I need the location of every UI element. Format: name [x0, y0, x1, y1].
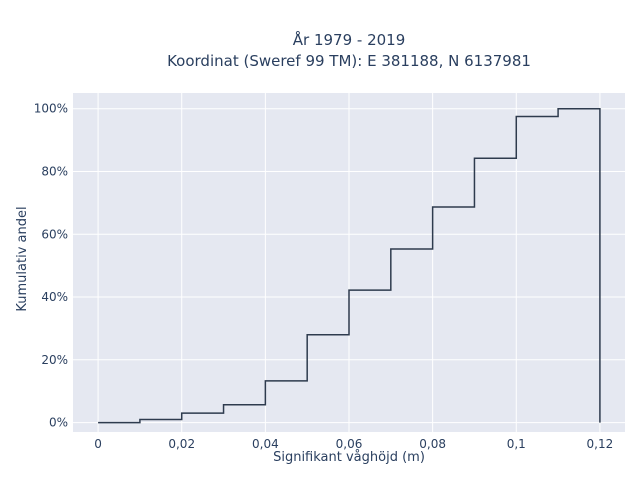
y-axis-ticks: 0% 20% 40% 60% 80% 100%	[34, 102, 68, 430]
x-tick-label: 0,1	[507, 437, 526, 451]
y-tick-label: 60%	[41, 227, 68, 241]
y-tick-label: 40%	[41, 290, 68, 304]
y-tick-label: 0%	[49, 416, 68, 430]
series-line	[98, 107, 601, 424]
x-tick-label: 0,08	[419, 437, 446, 451]
y-tick-label: 20%	[41, 353, 68, 367]
y-tick-label: 80%	[41, 164, 68, 178]
x-tick-label: 0,02	[168, 437, 195, 451]
y-axis-label: Kumulativ andel	[15, 206, 30, 311]
x-tick-label: 0,04	[252, 437, 279, 451]
y-tick-label: 100%	[34, 102, 68, 116]
chart-title-line1: År 1979 - 2019	[293, 30, 406, 49]
x-tick-label: 0,12	[587, 437, 614, 451]
x-tick-label: 0,06	[336, 437, 363, 451]
x-axis-label: Signifikant våghöjd (m)	[273, 450, 425, 465]
x-axis-ticks: 0 0,02 0,04 0,06 0,08 0,1 0,12	[94, 437, 613, 451]
x-tick-label: 0	[94, 437, 102, 451]
series-layer	[98, 107, 601, 424]
chart-title-line2: Koordinat (Sweref 99 TM): E 381188, N 61…	[167, 52, 531, 70]
